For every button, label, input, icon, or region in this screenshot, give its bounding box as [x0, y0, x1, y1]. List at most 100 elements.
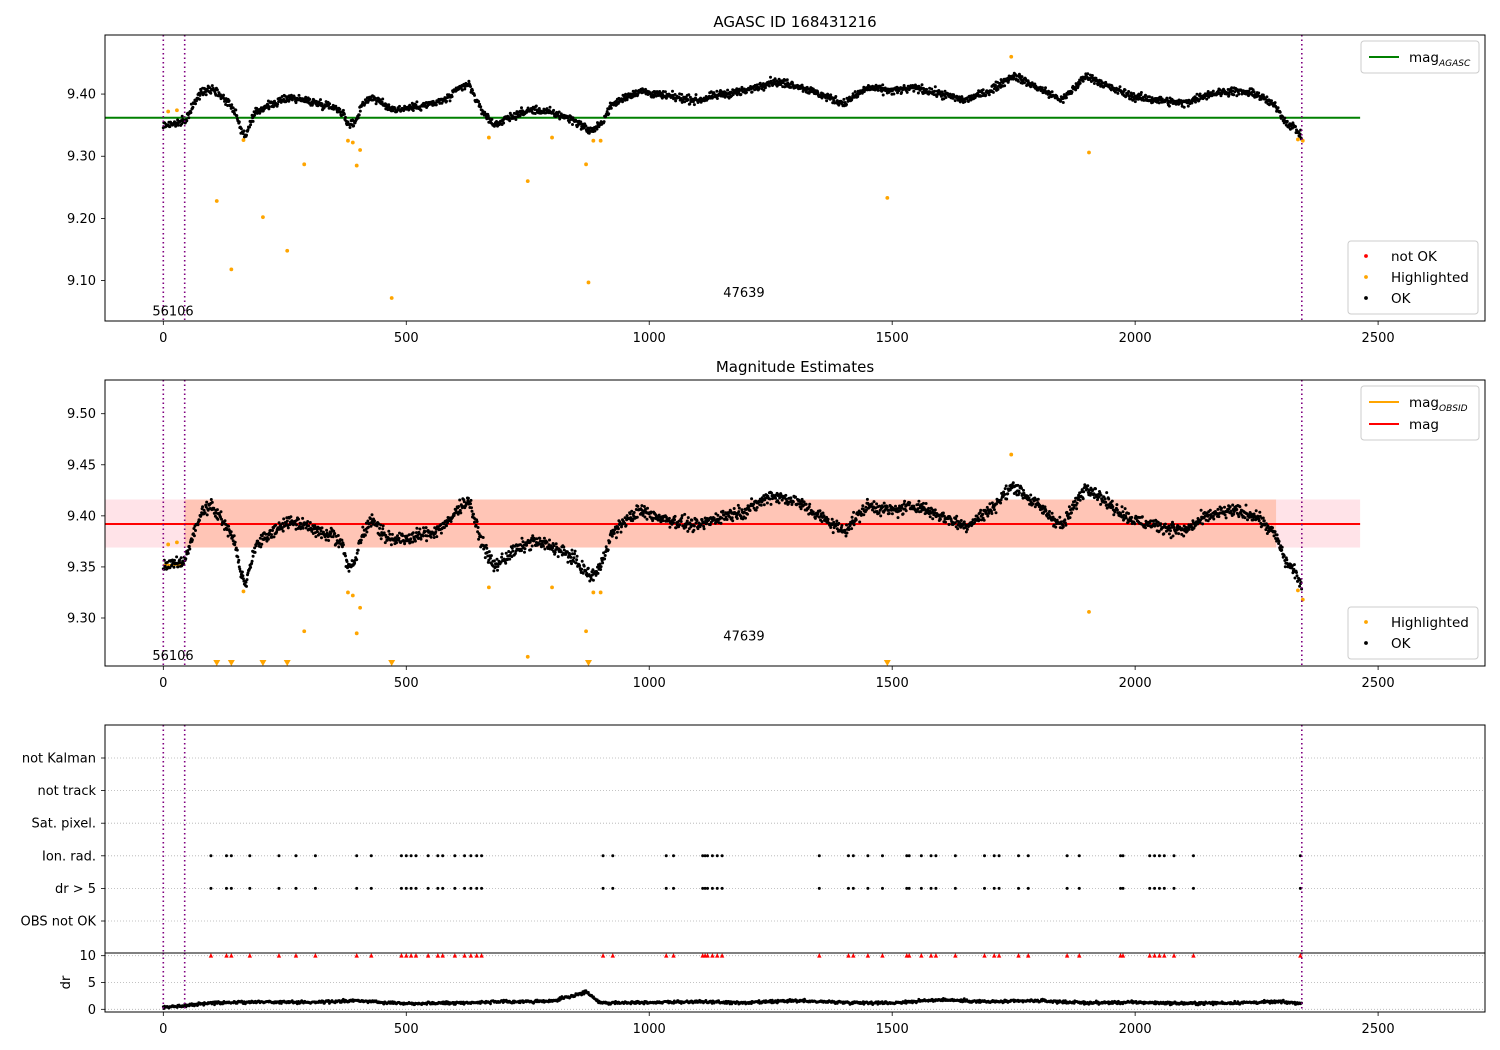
ok-point: [807, 87, 811, 91]
ok-point: [363, 533, 367, 537]
ok-point: [1074, 88, 1078, 92]
ok-point: [415, 100, 419, 104]
ok-point: [595, 127, 599, 131]
ok-point: [774, 496, 778, 500]
ok-point: [1212, 517, 1216, 521]
ok-point: [1285, 558, 1289, 562]
ok-point: [954, 517, 958, 521]
ok-point: [699, 523, 703, 527]
ok-point: [731, 88, 735, 92]
ok-point: [643, 515, 647, 519]
ok-point: [319, 529, 323, 533]
ok-point: [941, 511, 945, 515]
flag-point: [1172, 886, 1176, 890]
ok-point: [784, 493, 788, 497]
ok-point: [1238, 505, 1242, 509]
ok-point: [274, 523, 278, 527]
flag-point: [720, 854, 724, 858]
ok-point: [608, 540, 612, 544]
ok-point: [460, 88, 464, 92]
ok-point: [260, 542, 264, 546]
ok-point: [615, 530, 619, 534]
ok-point: [341, 543, 345, 547]
dr-point: [280, 1002, 283, 1005]
ok-point: [620, 525, 623, 529]
ok-point: [1075, 507, 1079, 511]
ok-point: [1273, 101, 1277, 105]
flag-point: [399, 886, 403, 890]
ok-point: [916, 503, 920, 506]
flag-point: [1026, 886, 1030, 890]
ok-point: [198, 97, 201, 101]
ok-point: [1105, 491, 1109, 495]
flag-point: [664, 886, 668, 890]
ok-point: [1072, 506, 1076, 510]
ok-point: [1231, 503, 1235, 507]
ok-point: [201, 505, 205, 509]
ok-point: [1029, 493, 1033, 497]
ok-point: [816, 91, 820, 95]
ok-point: [942, 514, 946, 518]
highlighted-point: [1087, 609, 1091, 614]
ok-point: [395, 541, 398, 545]
ok-point: [307, 524, 311, 528]
flag-point: [672, 886, 676, 890]
ok-point: [328, 102, 332, 106]
ok-point: [1280, 548, 1284, 552]
ok-point: [530, 536, 534, 540]
ok-point: [601, 561, 605, 565]
ok-point: [821, 511, 825, 515]
flag-point: [706, 854, 710, 858]
ok-point: [490, 117, 494, 121]
ok-point: [356, 116, 360, 120]
ok-point: [1087, 488, 1091, 492]
ok-point: [423, 530, 427, 534]
ok-point: [332, 529, 336, 533]
ok-point: [872, 500, 876, 504]
below-range-marker: [883, 660, 891, 666]
ok-point: [885, 506, 889, 509]
ok-point: [569, 559, 572, 563]
ok-point: [580, 567, 584, 571]
ok-point: [996, 87, 1000, 91]
ok-point: [1029, 85, 1033, 89]
ok-point: [1206, 90, 1210, 93]
flag-point: [929, 854, 933, 858]
ok-point: [419, 537, 423, 541]
ok-point: [875, 502, 879, 506]
ok-point: [245, 584, 248, 588]
flag-point: [355, 854, 359, 858]
ok-point: [724, 515, 728, 519]
ok-point: [390, 532, 394, 536]
ok-point: [1059, 520, 1063, 524]
ok-point: [1113, 90, 1117, 94]
axes-frame: [104, 724, 1486, 954]
ok-point: [508, 119, 512, 123]
ok-point: [777, 501, 781, 505]
flag-point: [277, 886, 281, 890]
ok-point: [347, 569, 351, 573]
highlighted-point: [302, 162, 307, 167]
ok-point: [320, 526, 324, 530]
ok-point: [1031, 502, 1035, 506]
ok-point: [398, 104, 401, 108]
ok-point: [776, 499, 780, 503]
ok-point: [899, 508, 903, 512]
ok-point: [765, 501, 769, 505]
ok-point: [500, 552, 504, 556]
ok-point: [1232, 93, 1236, 97]
ok-point: [688, 95, 692, 99]
ok-point: [325, 528, 329, 532]
ok-point: [205, 500, 209, 504]
ok-point: [1247, 89, 1251, 93]
flag-point: [229, 886, 233, 890]
ok-point: [212, 506, 216, 510]
ok-point: [340, 538, 344, 542]
ok-point: [421, 534, 425, 538]
below-range-marker: [584, 660, 592, 666]
ok-point: [919, 510, 923, 513]
ok-point: [508, 557, 512, 561]
ok-point: [1157, 529, 1161, 533]
x-tick-label: 2000: [1119, 331, 1152, 346]
ok-point: [388, 532, 392, 536]
